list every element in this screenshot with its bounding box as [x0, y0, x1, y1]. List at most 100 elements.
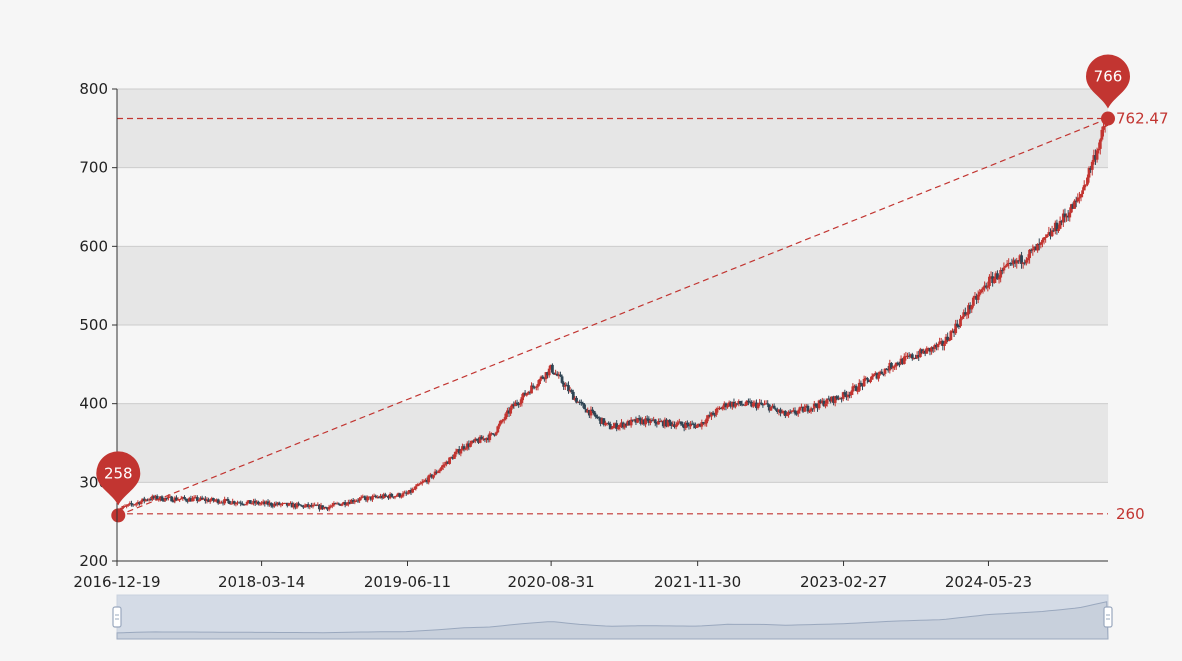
candle-body — [888, 362, 892, 371]
candle-body — [970, 305, 974, 310]
candle-body — [408, 490, 411, 494]
candle-body — [515, 402, 519, 404]
mark-point-label: 258 — [104, 464, 133, 482]
candle-body — [125, 505, 129, 507]
candle-body — [282, 503, 286, 505]
candle-body — [364, 497, 368, 501]
candle-body — [751, 402, 755, 407]
candle-body — [234, 503, 238, 505]
candle-body — [215, 499, 219, 501]
candle-body — [618, 424, 622, 428]
candle-body — [640, 419, 644, 424]
x-tick-label: 2019-06-11 — [364, 573, 451, 591]
candle-body — [160, 496, 164, 501]
candle-body — [427, 475, 431, 483]
data-zoom-right-handle[interactable] — [1103, 606, 1113, 628]
candle-body — [1100, 129, 1104, 140]
candle-body — [419, 483, 423, 485]
candle-body — [722, 403, 726, 407]
candle-body — [943, 343, 946, 346]
candle-body — [727, 402, 731, 406]
candle-body — [348, 502, 352, 504]
candle-body — [199, 497, 202, 501]
candle-body — [324, 507, 328, 509]
candle-body — [424, 479, 427, 481]
candle-body — [705, 418, 709, 424]
candle-body — [713, 414, 717, 416]
candle-body — [268, 502, 272, 505]
candle-body — [216, 499, 220, 504]
candle-body — [616, 427, 620, 430]
candle-body — [743, 404, 747, 406]
candle-body — [334, 503, 337, 505]
candle-body — [666, 420, 670, 427]
candle-body — [779, 409, 782, 413]
candle-body — [922, 350, 925, 354]
candle-body — [634, 419, 638, 423]
candle-body — [514, 402, 517, 407]
candle-body — [761, 404, 765, 406]
candle-body — [187, 498, 191, 502]
candle-body — [893, 366, 897, 368]
candle-body — [212, 498, 215, 501]
candle-body — [366, 496, 370, 501]
candle-body — [343, 502, 347, 506]
data-zoom-slider[interactable] — [112, 594, 1113, 640]
candle-body — [1081, 190, 1085, 195]
candle-body — [734, 403, 737, 407]
candle-body — [800, 406, 803, 408]
candle-body — [631, 419, 635, 421]
candle-body — [729, 402, 733, 407]
candle-body — [269, 502, 273, 506]
candle-body — [207, 499, 210, 502]
candle-body — [1078, 197, 1081, 199]
candle-body — [184, 498, 188, 501]
data-zoom-left-handle[interactable] — [112, 606, 122, 628]
candle-body — [530, 385, 533, 394]
candle-body — [1037, 243, 1041, 245]
candle-body — [242, 504, 246, 506]
candle-body — [890, 362, 893, 369]
candle-body — [1058, 220, 1062, 229]
candle-body — [353, 501, 357, 503]
candle-body — [658, 421, 662, 423]
candle-body — [668, 420, 672, 423]
candle-body — [150, 496, 154, 500]
candle-body — [178, 499, 182, 501]
candle-body — [1008, 262, 1012, 264]
background-band — [117, 89, 1108, 168]
candle-body — [764, 403, 768, 405]
candle-body — [775, 409, 779, 412]
candle-body — [721, 406, 725, 410]
candle-body — [808, 411, 811, 413]
candle-body — [973, 295, 977, 298]
candle-body — [901, 358, 905, 364]
candle-body — [719, 408, 723, 410]
candle-body — [579, 401, 583, 404]
candle-body — [571, 391, 575, 400]
candle-body — [899, 358, 903, 365]
candle-body — [263, 501, 267, 505]
candle-body — [857, 382, 861, 391]
candle-body — [266, 501, 270, 505]
candle-body — [126, 504, 130, 506]
x-tick-label: 2021-11-30 — [654, 573, 741, 591]
candle-body — [478, 436, 482, 443]
candle-body — [968, 305, 972, 310]
candle-body — [1049, 232, 1052, 237]
candle-body — [1092, 155, 1096, 162]
candle-body — [237, 502, 241, 504]
candle-body — [880, 371, 884, 374]
candle-body — [1086, 177, 1089, 185]
candle-body — [624, 423, 628, 426]
candle-body — [340, 504, 344, 506]
candle-body — [738, 401, 742, 405]
candle-body — [931, 347, 935, 349]
candle-body — [679, 421, 683, 425]
candle-body — [963, 312, 967, 315]
candle-body — [443, 464, 447, 466]
candle-body — [422, 480, 426, 482]
candle-body — [494, 432, 498, 435]
candle-body — [372, 495, 376, 497]
